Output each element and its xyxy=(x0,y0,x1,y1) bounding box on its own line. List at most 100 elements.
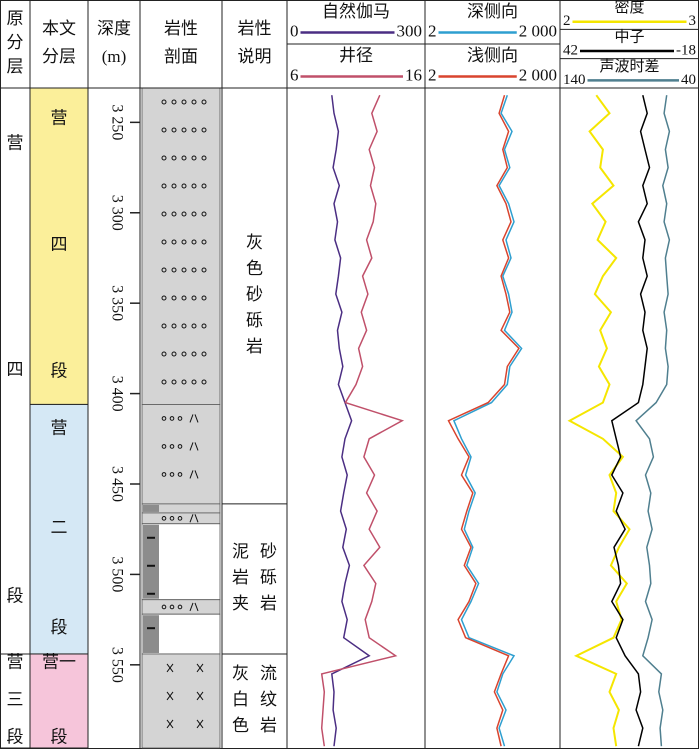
gravel-symbol xyxy=(171,239,177,245)
gravel-symbol xyxy=(161,516,167,521)
zone-label: 段 xyxy=(51,618,68,637)
description-char: 灰 xyxy=(232,664,249,683)
gravel-symbol xyxy=(177,604,183,610)
curve-name: 浅侧向 xyxy=(467,46,518,65)
gravel-symbol xyxy=(201,211,207,217)
description-char: 岩 xyxy=(260,594,277,613)
gravel-symbol xyxy=(171,127,177,133)
flow-symbol xyxy=(166,719,174,729)
gravel-symbol xyxy=(161,267,167,273)
gravel-symbol xyxy=(171,99,177,105)
gravel-symbol xyxy=(201,323,207,329)
gravel-symbol xyxy=(201,295,207,301)
gravel-symbol xyxy=(181,295,187,301)
zone-label: 段 xyxy=(51,362,68,381)
curve-name: 声波时差 xyxy=(599,57,659,75)
log-curve xyxy=(635,95,671,747)
scale-max: 2 000 xyxy=(519,65,557,84)
gravel-symbol xyxy=(161,379,167,385)
curve-name: 密度 xyxy=(614,0,644,16)
header-text: 分层 xyxy=(42,47,76,66)
gravel-symbol xyxy=(191,351,197,357)
scale-min: 0 xyxy=(290,21,299,40)
gravel-symbol xyxy=(177,444,183,449)
gravel-symbol xyxy=(201,239,207,245)
flow-symbol xyxy=(166,663,174,673)
gravel-symbol xyxy=(181,155,187,161)
gravel-symbol xyxy=(171,295,177,301)
log-curve xyxy=(320,94,405,747)
gravel-symbol xyxy=(191,99,197,105)
gravel-symbol xyxy=(181,99,187,105)
gravel-symbol xyxy=(191,267,197,273)
scale-min: 2 xyxy=(563,13,571,29)
description-char: 岩 xyxy=(260,716,277,735)
gravel-symbol xyxy=(191,211,197,217)
scale-min: 140 xyxy=(563,72,586,88)
gravel-symbol xyxy=(177,516,183,521)
mud-strip xyxy=(143,504,159,512)
gravel-symbol xyxy=(171,323,177,329)
zone-label: 段 xyxy=(7,586,24,605)
gravel-symbol xyxy=(201,379,207,385)
scale-max: 3 xyxy=(689,13,697,29)
zone-label: 营 xyxy=(7,134,24,153)
zone-label: 营 xyxy=(7,652,24,671)
depth-label: 3 450 xyxy=(108,466,125,502)
log-curve xyxy=(447,94,520,747)
gravel-symbol xyxy=(161,155,167,161)
depth-label: 3 550 xyxy=(108,647,125,683)
log-curve xyxy=(610,95,651,747)
gravel-symbol xyxy=(201,267,207,273)
header-text: 深度 xyxy=(97,19,131,38)
description-char: 砾 xyxy=(246,311,263,330)
description-char: 纹 xyxy=(260,690,277,709)
zone-label: 四 xyxy=(51,235,68,254)
curve-name: 中子 xyxy=(614,29,644,46)
layer-zone xyxy=(29,403,89,655)
flow-symbol xyxy=(196,691,204,701)
header-text: 岩性 xyxy=(238,19,272,38)
scale-min: 42 xyxy=(563,42,578,58)
gravel-symbol xyxy=(169,416,175,421)
depth-label: 3 300 xyxy=(108,195,125,231)
gravel-symbol xyxy=(181,239,187,245)
log-curve xyxy=(330,95,371,747)
gravel-symbol xyxy=(191,239,197,245)
header-text: 剖面 xyxy=(164,47,198,66)
lithology-layer xyxy=(141,599,221,615)
gravel-symbol xyxy=(181,267,187,273)
header-text: 分 xyxy=(7,33,24,52)
scale-min: 6 xyxy=(290,65,299,84)
gravel-symbol xyxy=(201,183,207,189)
zone-label: 营一 xyxy=(42,652,76,671)
log-curve xyxy=(567,94,631,747)
curve-name: 深侧向 xyxy=(467,2,518,21)
zone-label: 二 xyxy=(51,518,68,537)
curve-name: 井径 xyxy=(339,46,373,65)
sand-symbol xyxy=(189,442,199,451)
description-char: 砾 xyxy=(260,568,277,587)
gravel-symbol xyxy=(177,416,183,421)
gravel-symbol xyxy=(181,351,187,357)
gravel-symbol xyxy=(169,604,175,610)
gravel-symbol xyxy=(169,516,175,521)
description-char: 砂 xyxy=(246,285,263,304)
zone-label: 营 xyxy=(51,418,68,437)
gravel-symbol xyxy=(161,295,167,301)
curve-name: 自然伽马 xyxy=(322,2,390,21)
gravel-symbol xyxy=(161,99,167,105)
gravel-symbol xyxy=(191,183,197,189)
gravel-symbol xyxy=(171,155,177,161)
gravel-symbol xyxy=(201,127,207,133)
depth-label: 3 500 xyxy=(108,556,125,592)
gravel-symbol xyxy=(181,211,187,217)
gravel-symbol xyxy=(161,416,167,421)
gravel-symbol xyxy=(161,127,167,133)
scale-max: 300 xyxy=(397,21,423,40)
mud-strip xyxy=(143,615,159,653)
gravel-symbol xyxy=(191,379,197,385)
layer-zone xyxy=(29,87,89,405)
gravel-symbol xyxy=(191,155,197,161)
